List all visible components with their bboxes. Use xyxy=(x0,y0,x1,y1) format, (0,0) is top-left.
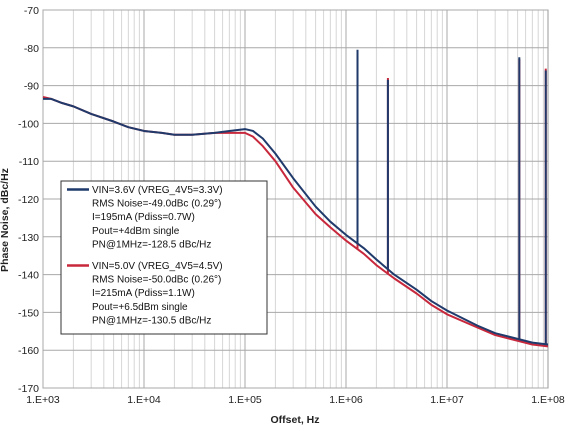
legend-text-1: VIN=5.0V (VREG_4V5=4.5V) xyxy=(92,261,223,272)
x-tick-label: 1.E+04 xyxy=(127,394,161,406)
legend-text-0: Pout=+4dBm single xyxy=(92,226,180,237)
y-tick-label: -130 xyxy=(18,232,39,244)
x-tick-label: 1.E+08 xyxy=(531,394,565,406)
legend-text-1: Pout=+6.5dBm single xyxy=(92,302,188,313)
series-layer xyxy=(42,49,549,348)
legend-box xyxy=(60,180,268,335)
x-tick-label: 1.E+05 xyxy=(228,394,262,406)
y-axis-title: Phase Noise, dBc/Hz xyxy=(0,168,11,272)
legend-text-0: I=195mA (Pdiss=0.7W) xyxy=(92,212,195,223)
x-axis-title: Offset, Hz xyxy=(270,414,319,426)
legend-text-1: I=215mA (Pdiss=1.1W) xyxy=(92,288,195,299)
y-tick-label: -100 xyxy=(18,118,39,130)
series-line-0 xyxy=(43,97,549,346)
y-tick-label: -140 xyxy=(18,270,39,282)
legend: VIN=3.6V (VREG_4V5=3.3V) RMS Noise=-49.0d… xyxy=(60,180,268,335)
x-tick-label: 1.E+03 xyxy=(26,394,60,406)
legend-text-0: RMS Noise=-49.0dBc (0.29°) xyxy=(92,199,221,210)
y-tick-label: -110 xyxy=(19,156,39,168)
y-tick-label: -80 xyxy=(24,43,39,55)
y-tick-label: -90 xyxy=(24,81,39,93)
y-tick-label: -150 xyxy=(18,307,39,319)
legend-text-0: PN@1MHz=-128.5 dBc/Hz xyxy=(92,239,211,250)
y-tick-label: -170 xyxy=(18,383,39,395)
axis-layer: -70 -80 -90 -100 -110 -120 -130 -140 -150 -160 -17… xyxy=(18,5,565,406)
y-tick-label: -70 xyxy=(24,5,39,17)
legend-text-1: RMS Noise=-50.0dBc (0.26°) xyxy=(92,275,221,286)
x-tick-label: 1.E+06 xyxy=(329,394,363,406)
legend-text-1: PN@1MHz=-130.5 dBc/Hz xyxy=(92,315,211,326)
y-tick-label: -120 xyxy=(18,194,39,206)
y-tick-label: -160 xyxy=(18,345,39,357)
legend-text-0: VIN=3.6V (VREG_4V5=3.3V) xyxy=(92,185,223,196)
x-tick-label: 1.E+07 xyxy=(430,394,464,406)
